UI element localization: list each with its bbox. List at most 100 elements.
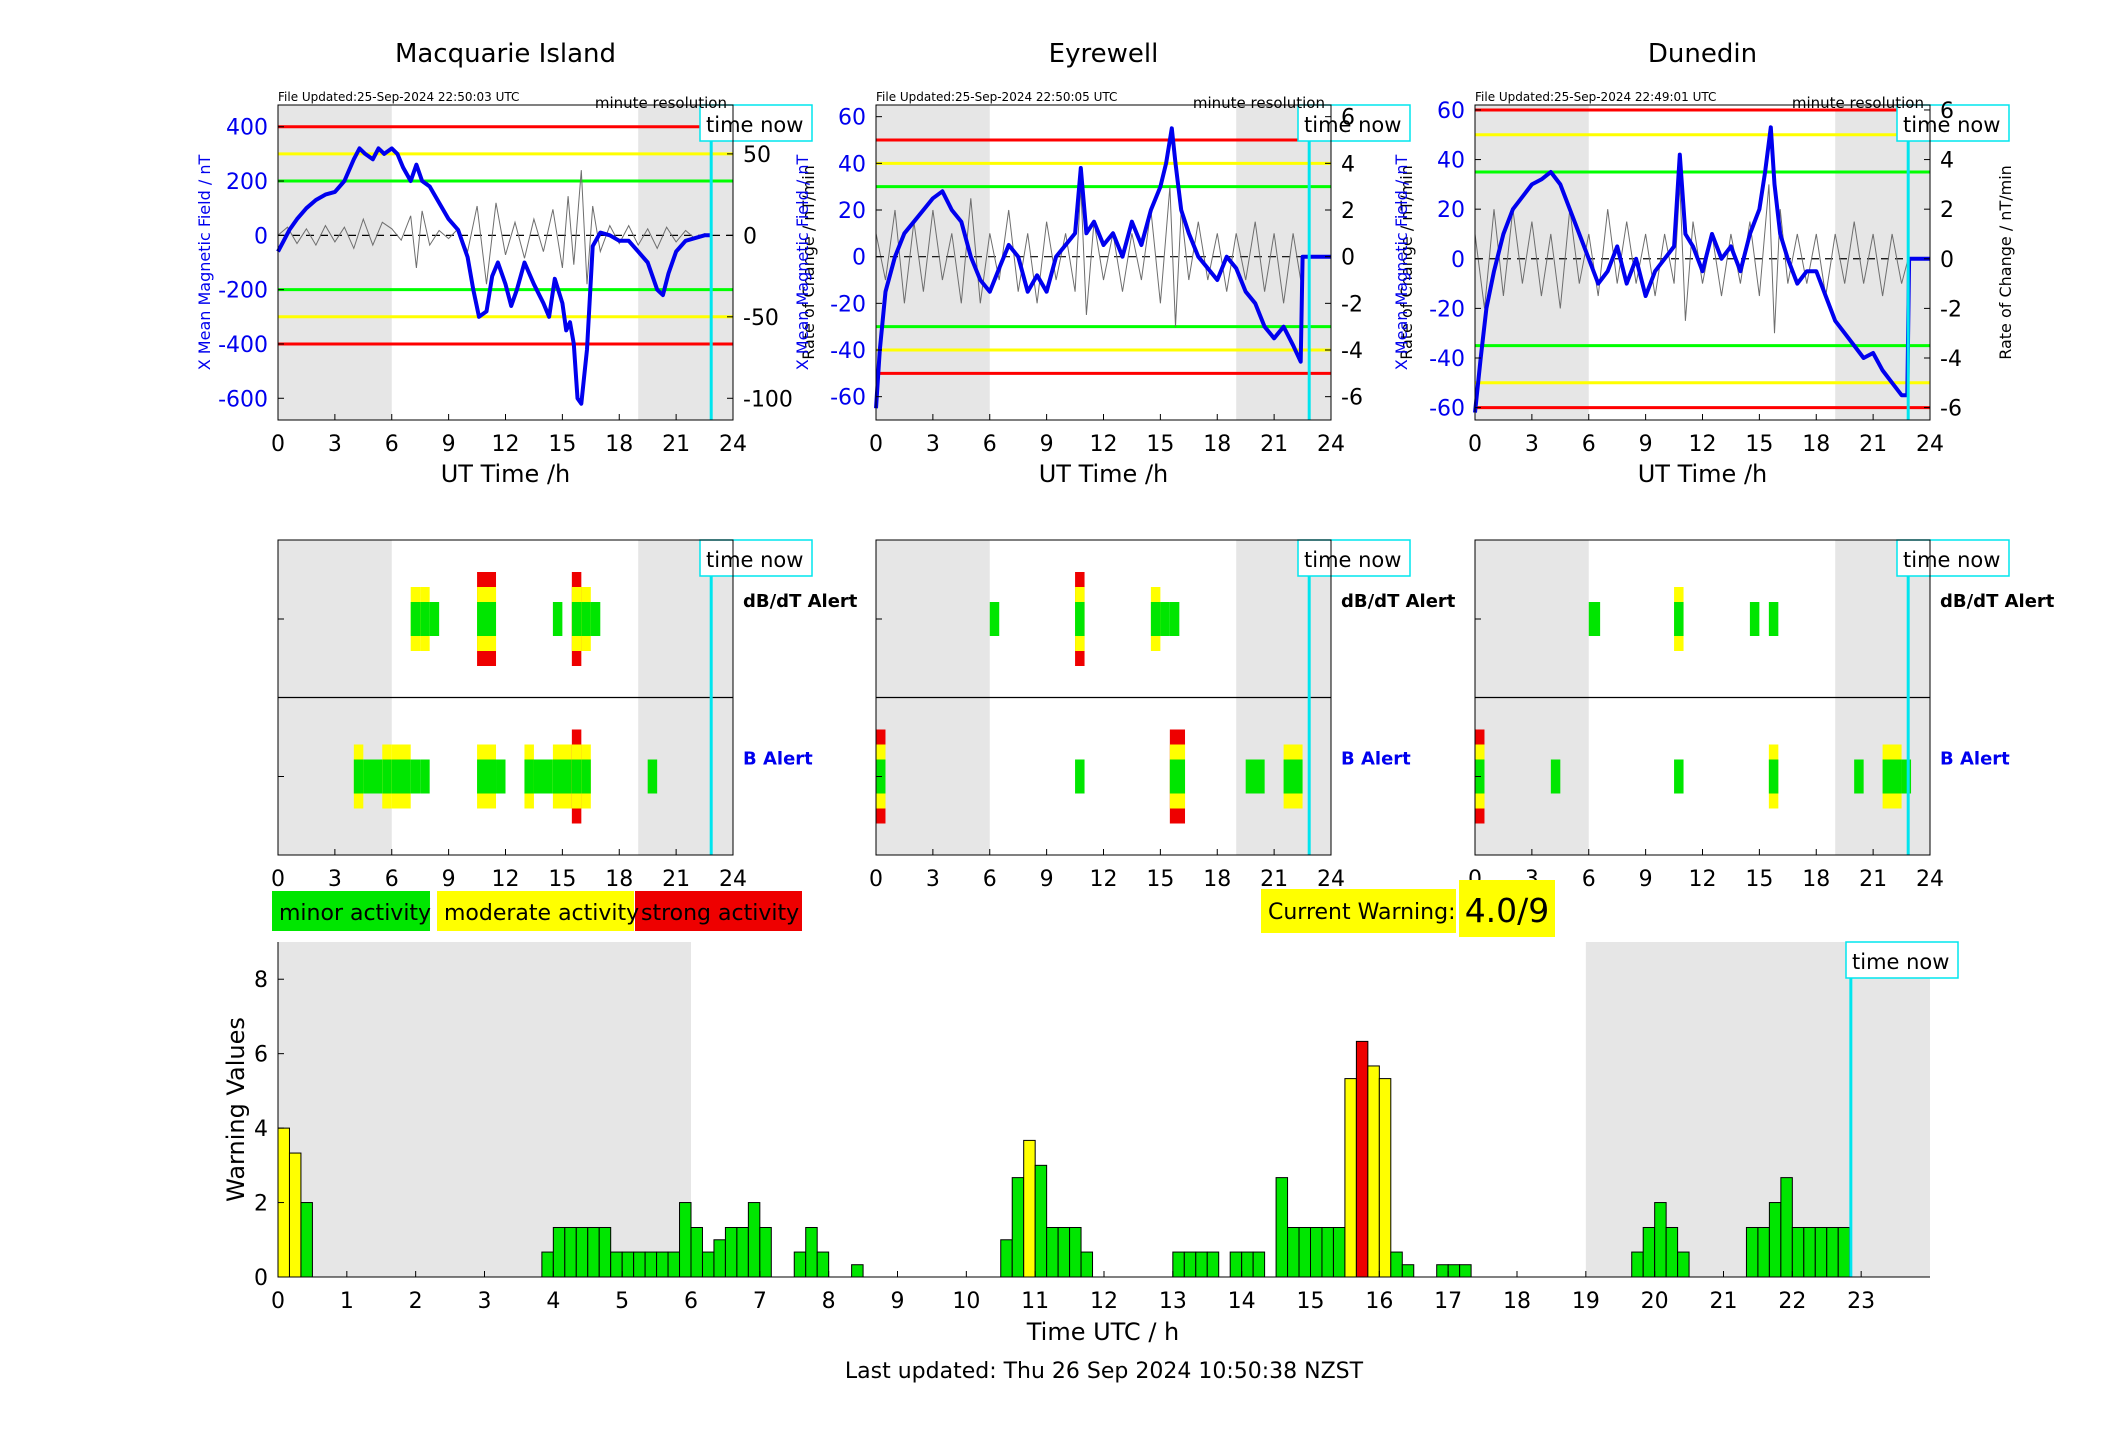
y-right-tick-label: 0 [1940, 248, 1954, 273]
x-tick-label: 12 [1090, 1289, 1118, 1314]
x-tick-label: 18 [1802, 867, 1830, 892]
x-tick-label: 4 [546, 1289, 560, 1314]
x-tick-label: 24 [1317, 867, 1345, 892]
y-axis-label-left: X Mean Magnetic Field / nT [1392, 155, 1411, 371]
warning-bar [1665, 1226, 1679, 1278]
warning-bar [759, 1226, 772, 1278]
time-now-label: time now [1903, 113, 2000, 137]
x-tick-label: 24 [1916, 867, 1944, 892]
b-alert-minor-block [647, 759, 658, 794]
time-now-label: time now [706, 113, 803, 137]
b-alert-minor-block [1768, 759, 1779, 794]
b-alert-minor-block [410, 759, 421, 794]
warning-bar [747, 1202, 761, 1278]
warning-bar [1057, 1226, 1071, 1278]
x-tick-label: 0 [271, 867, 285, 892]
warning-bar [598, 1226, 612, 1278]
y-axis-label-right: Rate of Change / nT/min [1397, 165, 1416, 360]
warning-bar [633, 1251, 646, 1278]
station-panel-2 [874, 104, 1411, 421]
y-axis-label-left: X Mean Magnetic Field / nT [793, 155, 812, 371]
y-tick-label: 400 [226, 116, 268, 141]
warning-bar [1183, 1251, 1197, 1278]
warning-bar [1447, 1264, 1461, 1278]
x-tick-label: 19 [1572, 1289, 1600, 1314]
station-title: Dunedin [1648, 39, 1757, 69]
db-alert-minor-block [1588, 602, 1601, 636]
rate-of-change-series [875, 186, 1331, 327]
b-alert-minor-block [496, 759, 506, 794]
time-now-label: time now [1304, 548, 1401, 572]
x-tick-label: 3 [478, 1289, 492, 1314]
x-tick-label: 12 [1689, 432, 1717, 457]
x-tick-label: 21 [1260, 432, 1288, 457]
x-tick-label: 7 [753, 1289, 767, 1314]
warning-bar [1837, 1226, 1851, 1278]
x-tick-label: 0 [1468, 432, 1482, 457]
y-axis-label: Warning Values [222, 1017, 250, 1202]
y-tick-label: -20 [830, 292, 866, 317]
rate-of-change-series [1474, 184, 1930, 334]
x-tick-label: 14 [1228, 1289, 1256, 1314]
x-tick-label: 21 [1859, 867, 1887, 892]
b-alert-minor-block [1674, 759, 1684, 794]
db-alert-minor-block [571, 602, 582, 636]
x-tick-label: 9 [891, 1289, 905, 1314]
y-axis-label-left: X Mean Magnetic Field / nT [195, 155, 214, 371]
db-alert-minor-block [410, 602, 421, 636]
station-title: Macquarie Island [395, 39, 616, 69]
db-alert-minor-block [1749, 602, 1760, 636]
x-tick-label: 12 [1689, 867, 1717, 892]
y-right-tick-label: -6 [1940, 397, 1962, 422]
y-tick-label: -40 [830, 339, 866, 364]
x-tick-label: 8 [822, 1289, 836, 1314]
x-tick-label: 9 [1040, 432, 1054, 457]
db-alert-minor-block [1160, 602, 1170, 636]
warning-bar [1206, 1251, 1220, 1278]
warning-bar [1069, 1226, 1082, 1278]
y-tick-label: 0 [254, 224, 268, 249]
x-tick-label: 9 [1040, 867, 1054, 892]
b-alert-minor-block [1283, 759, 1303, 794]
warning-bar [1046, 1226, 1059, 1278]
b-alert-minor-block [382, 759, 392, 794]
time-now-box [1845, 941, 1959, 979]
warning-bar [1826, 1226, 1839, 1278]
magnetic-field-series [874, 126, 1331, 409]
x-tick-label: 21 [662, 432, 690, 457]
y-right-tick-label: 0 [743, 224, 757, 249]
b-alert-label: B Alert [1341, 749, 1411, 770]
x-tick-label: 12 [1090, 867, 1118, 892]
y-tick-label: 20 [1437, 198, 1465, 223]
warning-bar [1654, 1202, 1667, 1278]
db-alert-minor-block [1169, 602, 1180, 636]
y-tick-label: -200 [218, 279, 268, 304]
legend-minor-label: minor activity [279, 901, 431, 926]
y-tick-label: 200 [226, 170, 268, 195]
b-alert-minor-block [1854, 759, 1864, 794]
x-tick-label: 13 [1159, 1289, 1187, 1314]
warning-bar [656, 1251, 669, 1278]
warning-bar [793, 1251, 807, 1278]
legend-strong-swatch [635, 891, 802, 931]
warning-bar [724, 1226, 738, 1278]
warning-bar [805, 1226, 818, 1278]
warning-bar [288, 1152, 302, 1278]
warning-bar [575, 1226, 589, 1278]
night-band [1236, 105, 1331, 420]
warning-bar [1459, 1264, 1472, 1278]
y-tick-label: 40 [838, 152, 866, 177]
x-tick-label: 18 [605, 867, 633, 892]
x-tick-label: 3 [926, 867, 940, 892]
warning-bar [1768, 1202, 1782, 1278]
current-warning-value: 4.0/9 [1465, 891, 1550, 930]
b-alert-minor-block [524, 759, 534, 794]
x-tick-label: 3 [328, 867, 342, 892]
x-tick-label: 22 [1778, 1289, 1806, 1314]
b-alert-minor-block [363, 759, 383, 794]
warning-bar [1275, 1177, 1289, 1278]
y-tick-label: 4 [254, 1117, 268, 1142]
x-tick-label: 24 [719, 432, 747, 457]
alert-panel-2 [875, 539, 1411, 856]
